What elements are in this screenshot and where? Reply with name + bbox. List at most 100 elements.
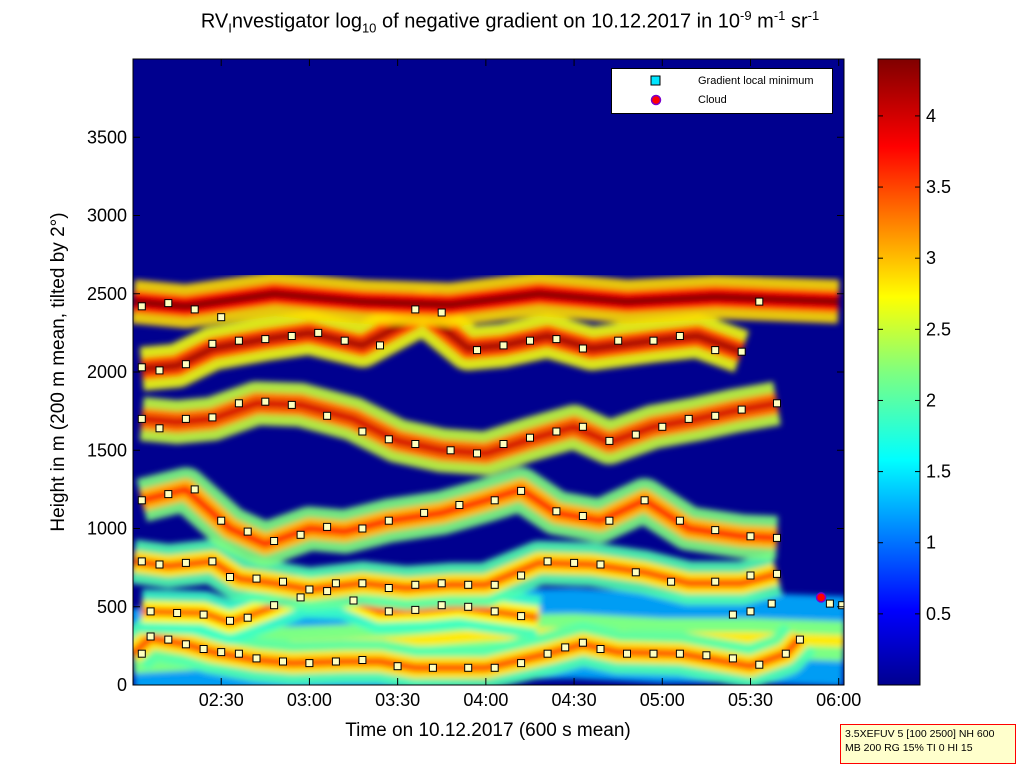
gradient-minimum-point	[358, 579, 367, 588]
gradient-minimum-point	[746, 571, 755, 580]
gradient-minimum-point	[728, 610, 737, 619]
gradient-minimum-point	[517, 659, 526, 668]
y-axis-title: Height in m (200 m mean, tilted by 2°)	[48, 212, 69, 531]
gradient-minimum-point	[305, 659, 314, 668]
gradient-minimum-point	[208, 413, 217, 422]
gradient-minimum-point	[323, 522, 332, 531]
gradient-minimum-point	[649, 649, 658, 658]
gradient-minimum-point	[464, 580, 473, 589]
gradient-minimum-point	[490, 607, 499, 616]
gradient-minimum-point	[737, 405, 746, 414]
y-tick-label: 2500	[87, 284, 127, 304]
heatmap-band-core	[140, 485, 778, 549]
gradient-minimum-point	[667, 577, 676, 586]
gradient-minimum-point	[543, 649, 552, 658]
gradient-minimum-point	[384, 516, 393, 525]
x-tick-label: 04:30	[552, 690, 597, 710]
gradient-minimum-point	[137, 414, 146, 423]
gradient-minimum-point	[243, 527, 252, 536]
gradient-minimum-point	[340, 336, 349, 345]
gradient-minimum-point	[543, 557, 552, 566]
gradient-minimum-point	[411, 605, 420, 614]
gradient-minimum-point	[605, 436, 614, 445]
gradient-minimum-point	[155, 424, 164, 433]
gradient-minimum-point	[773, 533, 781, 542]
marker-layer	[137, 297, 844, 672]
gradient-minimum-point	[605, 516, 614, 525]
gradient-minimum-point	[658, 422, 667, 431]
gradient-minimum-point	[526, 336, 534, 345]
gradient-minimum-point	[279, 657, 287, 666]
gradient-minimum-point	[675, 516, 684, 525]
gradient-minimum-point	[499, 341, 508, 350]
gradient-minimum-point	[323, 411, 332, 420]
gradient-minimum-point	[773, 399, 781, 408]
gradient-minimum-point	[287, 400, 296, 409]
heatmap-band-core	[133, 557, 779, 594]
gradient-minimum-point	[795, 635, 804, 644]
gradient-minimum-point	[578, 512, 587, 520]
gradient-minimum-point	[208, 557, 217, 566]
gradient-minimum-point	[437, 579, 446, 588]
gradient-minimum-point	[675, 332, 684, 340]
gradient-minimum-point	[261, 397, 270, 406]
gradient-minimum-point	[773, 569, 781, 578]
gradient-minimum-point	[490, 496, 499, 505]
gradient-minimum-point	[331, 579, 340, 588]
y-tick-label: 3500	[87, 127, 127, 147]
gradient-minimum-point	[825, 599, 834, 608]
gradient-minimum-point	[155, 366, 164, 375]
gradient-minimum-point	[384, 435, 393, 444]
info-line-2: MB 200 RG 15% TI 0 HI 15	[845, 742, 973, 754]
gradient-minimum-point	[737, 347, 746, 356]
x-axis-title: Time on 10.12.2017 (600 s mean)	[345, 720, 631, 741]
gradient-minimum-point	[411, 580, 420, 589]
colorbar-tick-label: 3	[926, 248, 936, 268]
gradient-minimum-point	[838, 601, 844, 610]
colorbar-tick-label: 0.5	[926, 604, 951, 624]
cloud-point	[815, 592, 827, 603]
gradient-minimum-point	[711, 526, 720, 535]
gradient-minimum-point	[331, 657, 340, 666]
colorbar-tick-label: 4	[926, 106, 936, 126]
gradient-minimum-point	[623, 649, 631, 658]
gradient-minimum-point	[552, 427, 561, 436]
gradient-minimum-point	[631, 430, 640, 439]
gradient-minimum-point	[393, 662, 402, 671]
gradient-minimum-point	[552, 335, 561, 344]
gradient-minimum-point	[728, 654, 737, 663]
gradient-minimum-point	[199, 645, 208, 653]
gradient-minimum-point	[684, 414, 693, 423]
gradient-minimum-point	[137, 649, 146, 658]
gradient-minimum-point	[243, 613, 252, 622]
colorbar-tick-label: 2	[926, 390, 936, 410]
gradient-minimum-point	[473, 449, 481, 458]
gradient-minimum-point	[296, 530, 305, 539]
gradient-minimum-point	[146, 632, 155, 641]
gradient-minimum-point	[199, 610, 208, 619]
x-tick-label: 02:30	[199, 690, 244, 710]
gradient-minimum-point	[746, 607, 755, 616]
gradient-minimum-point	[578, 344, 587, 353]
gradient-minimum-point	[190, 305, 199, 314]
gradient-minimum-point	[217, 516, 226, 525]
y-tick-label: 2000	[87, 362, 127, 382]
gradient-minimum-point	[578, 638, 587, 647]
gradient-minimum-point	[464, 602, 473, 611]
gradient-minimum-point	[217, 313, 226, 322]
colorbar-tick-label: 1	[926, 533, 936, 553]
y-tick-label: 3000	[87, 206, 127, 226]
gradient-minimum-point	[137, 302, 146, 311]
gradient-minimum-point	[767, 599, 776, 608]
gradient-minimum-point	[517, 486, 526, 495]
gradient-minimum-point	[517, 612, 526, 621]
gradient-minimum-point	[261, 335, 270, 344]
gradient-minimum-point	[358, 656, 367, 664]
gradient-minimum-point	[596, 645, 605, 653]
gradient-minimum-point	[473, 346, 481, 355]
gradient-minimum-point	[164, 299, 173, 308]
gradient-minimum-point	[428, 663, 437, 672]
x-tick-label: 05:00	[640, 690, 685, 710]
gradient-minimum-point	[296, 593, 305, 602]
gradient-minimum-point	[270, 601, 279, 610]
